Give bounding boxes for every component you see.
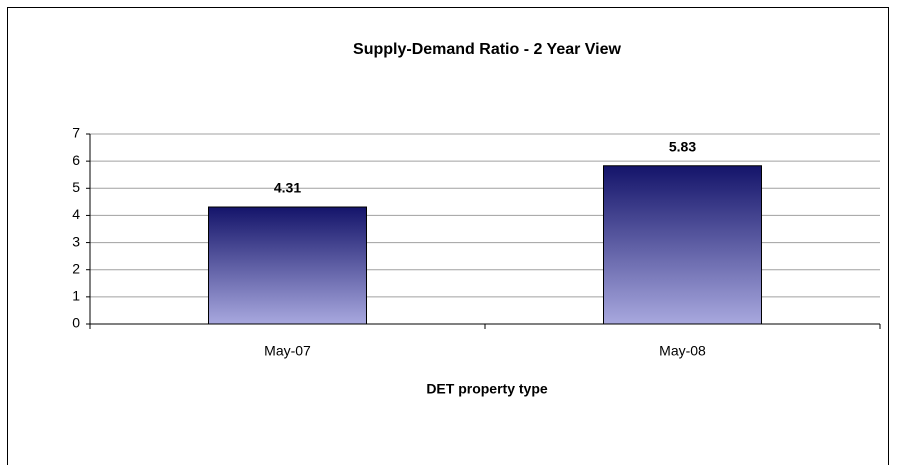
chart-title: Supply-Demand Ratio - 2 Year View bbox=[353, 41, 621, 58]
y-tick-label: 2 bbox=[72, 260, 80, 276]
y-tick-label: 4 bbox=[72, 206, 80, 222]
y-tick-label: 5 bbox=[72, 179, 80, 195]
x-tick-label: May-07 bbox=[264, 343, 311, 359]
bar bbox=[603, 165, 762, 325]
y-tick-label: 0 bbox=[72, 315, 80, 331]
data-label: 5.83 bbox=[669, 138, 696, 154]
y-tick-label: 6 bbox=[72, 152, 80, 168]
x-tick-label: May-08 bbox=[659, 343, 706, 359]
bar bbox=[208, 206, 367, 325]
y-tick-label: 3 bbox=[72, 233, 80, 249]
y-tick-label: 7 bbox=[72, 125, 80, 141]
data-label: 4.31 bbox=[274, 180, 301, 196]
y-tick-label: 1 bbox=[72, 288, 80, 304]
x-axis-label: DET property type bbox=[426, 381, 548, 397]
